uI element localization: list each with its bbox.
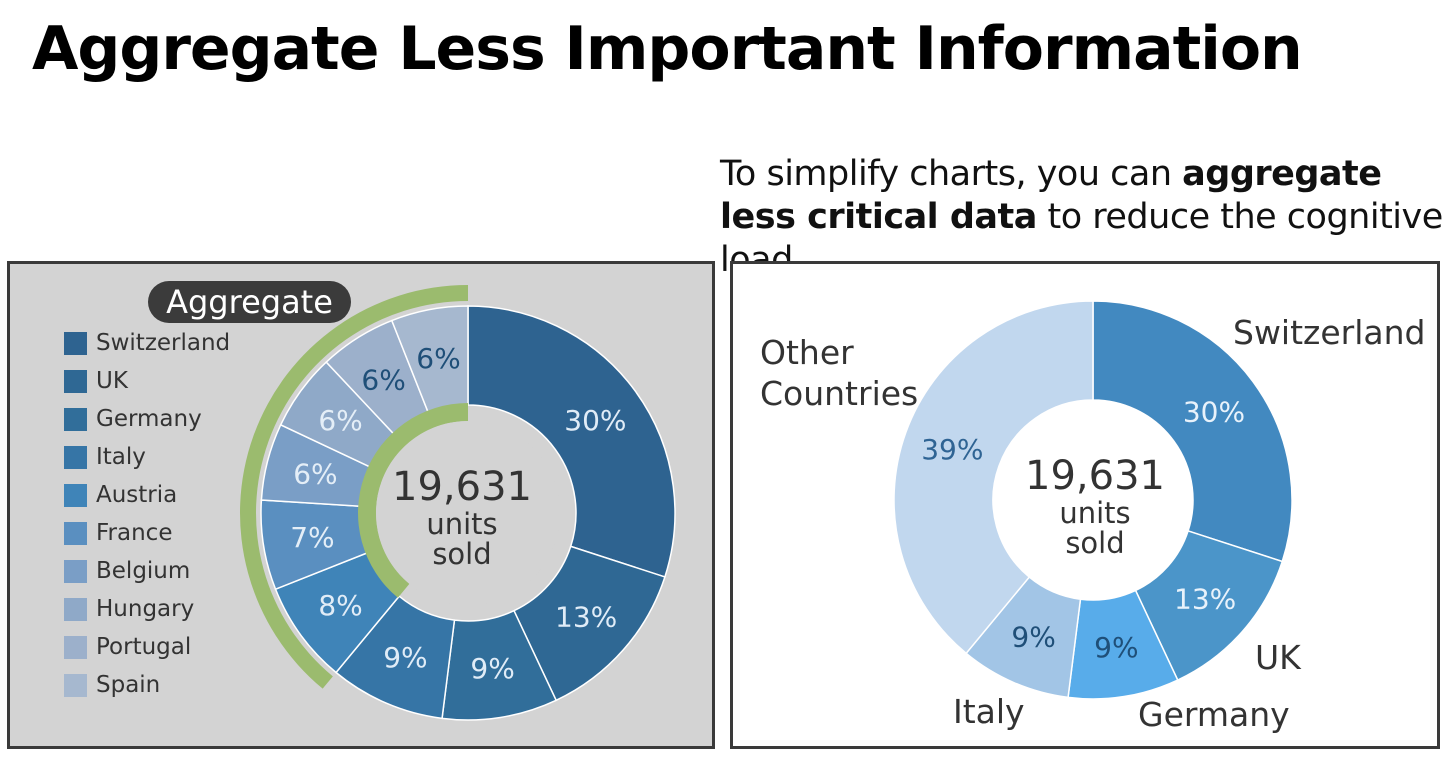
legend-swatch <box>64 559 87 583</box>
right-label-germany: 9% <box>1094 631 1138 664</box>
left-label-spain: 6% <box>416 342 460 375</box>
left-label-uk: 13% <box>555 601 617 634</box>
legend-swatch <box>64 673 87 697</box>
legend-label: Hungary <box>96 596 195 622</box>
right-label-uk: 13% <box>1174 582 1236 615</box>
legend-swatch <box>64 445 87 469</box>
legend-item-hungary: Hungary <box>64 590 230 628</box>
right-label-other-countries: 39% <box>921 433 983 466</box>
outer-label-italy: Italy <box>953 692 1025 731</box>
legend-label: Portugal <box>96 634 192 660</box>
outer-label-germany: Germany <box>1138 695 1290 734</box>
left-slice-switzerland <box>467 305 676 578</box>
right-chart-panel: 30% 13% 9% 9% 39% 19,631 units sold Other Countri… <box>730 261 1440 749</box>
left-label-germany: 9% <box>470 652 514 685</box>
legend-swatch <box>64 369 87 393</box>
aggregate-inner-arc <box>358 403 468 598</box>
legend: Switzerland UK Germany Italy Austria France Be… <box>64 324 230 704</box>
legend-label: Spain <box>96 672 161 698</box>
legend-label: Italy <box>96 444 146 470</box>
right-center-sold: sold <box>1065 526 1124 560</box>
outer-label-other-countries-line-2: Countries <box>760 374 918 413</box>
legend-swatch <box>64 635 87 659</box>
legend-swatch <box>64 407 87 431</box>
left-chart-panel: 30% 13% 9% 9% 8% 7% 6% 6% 6% 6% 19,631 units sold Ag… <box>7 261 715 749</box>
aggregate-badge: Aggregate <box>148 281 351 323</box>
legend-label: UK <box>96 368 128 394</box>
legend-label: Belgium <box>96 558 191 584</box>
legend-item-germany: Germany <box>64 400 230 438</box>
legend-item-belgium: Belgium <box>64 552 230 590</box>
left-label-hungary: 6% <box>318 404 362 437</box>
outer-label-other-countries-line-1: Other <box>760 333 854 372</box>
legend-item-spain: Spain <box>64 666 230 704</box>
left-center-units: units <box>426 507 497 541</box>
legend-label: Germany <box>96 406 202 432</box>
legend-label: Austria <box>96 482 178 508</box>
legend-label: Switzerland <box>96 330 231 356</box>
left-donut-hole <box>376 421 560 605</box>
left-label-austria: 8% <box>318 589 362 622</box>
legend-item-austria: Austria <box>64 476 230 514</box>
legend-item-uk: UK <box>64 362 230 400</box>
right-label-italy: 9% <box>1011 621 1055 654</box>
legend-label: France <box>96 520 173 546</box>
legend-swatch <box>64 483 87 507</box>
legend-item-italy: Italy <box>64 438 230 476</box>
left-label-italy: 9% <box>383 641 427 674</box>
left-label-switzerland: 30% <box>564 404 626 437</box>
left-center-total: 19,631 <box>392 464 532 510</box>
outer-label-uk: UK <box>1255 638 1302 677</box>
right-center-units: units <box>1059 496 1130 530</box>
legend-swatch <box>64 521 87 545</box>
outer-label-switzerland: Switzerland <box>1233 313 1426 352</box>
left-label-portugal: 6% <box>361 364 405 397</box>
legend-item-france: France <box>64 514 230 552</box>
right-slice-switzerland <box>1092 300 1293 563</box>
right-center-total: 19,631 <box>1025 453 1165 499</box>
legend-swatch <box>64 597 87 621</box>
right-label-switzerland: 30% <box>1183 396 1245 429</box>
legend-item-switzerland: Switzerland <box>64 324 230 362</box>
left-label-france: 7% <box>290 521 334 554</box>
left-label-belgium: 6% <box>293 457 337 490</box>
right-slice-other-countries <box>893 300 1094 655</box>
intro-part-1: To simplify charts, you can <box>720 154 1183 194</box>
intro-bold-phrase: aggregate less critical data <box>720 154 1382 237</box>
legend-swatch <box>64 331 87 355</box>
aggregate-outer-arc <box>240 285 468 689</box>
legend-item-portugal: Portugal <box>64 628 230 666</box>
left-center-sold: sold <box>432 537 491 571</box>
page-title: Aggregate Less Important Information <box>32 14 1303 84</box>
